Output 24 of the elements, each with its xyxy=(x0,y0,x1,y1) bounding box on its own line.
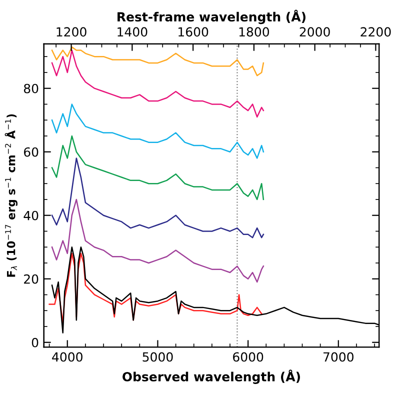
y-tick-label: 20 xyxy=(24,274,38,284)
x-axis-title: Observed wavelength (Å) xyxy=(122,370,300,384)
line-series xyxy=(51,158,264,238)
y-tick-label: 60 xyxy=(24,147,38,157)
x-tick-label: 6000 xyxy=(233,352,264,362)
line-series xyxy=(51,46,264,76)
y-tick-label: 0 xyxy=(32,338,38,348)
line-series xyxy=(51,198,264,283)
y-tick-label: 40 xyxy=(24,210,38,220)
x2-tick-label: 1400 xyxy=(118,27,148,37)
x2-tick-label: 1200 xyxy=(56,27,86,37)
x-tick-label: 5000 xyxy=(142,352,173,362)
y-tick-label: 80 xyxy=(24,84,38,94)
line-series xyxy=(51,135,264,200)
x2-tick-label: 2000 xyxy=(300,27,330,37)
x-tick-label: 7000 xyxy=(324,352,354,362)
x-tick-label: 4000 xyxy=(52,352,82,362)
x2-axis-title: Rest-frame wavelength (Å) xyxy=(118,10,306,24)
text: F$_{λ}$ (10$^{−17}$ erg s$^{−1}$ cm$^{−2}$ Å$^{−1}$) xyxy=(4,114,18,277)
x2-tick-label: 1800 xyxy=(239,27,270,37)
line-series xyxy=(51,104,264,159)
x2-tick-label: 2200 xyxy=(360,27,391,37)
x2-tick-label: 1600 xyxy=(178,27,208,37)
line-series xyxy=(51,50,264,118)
